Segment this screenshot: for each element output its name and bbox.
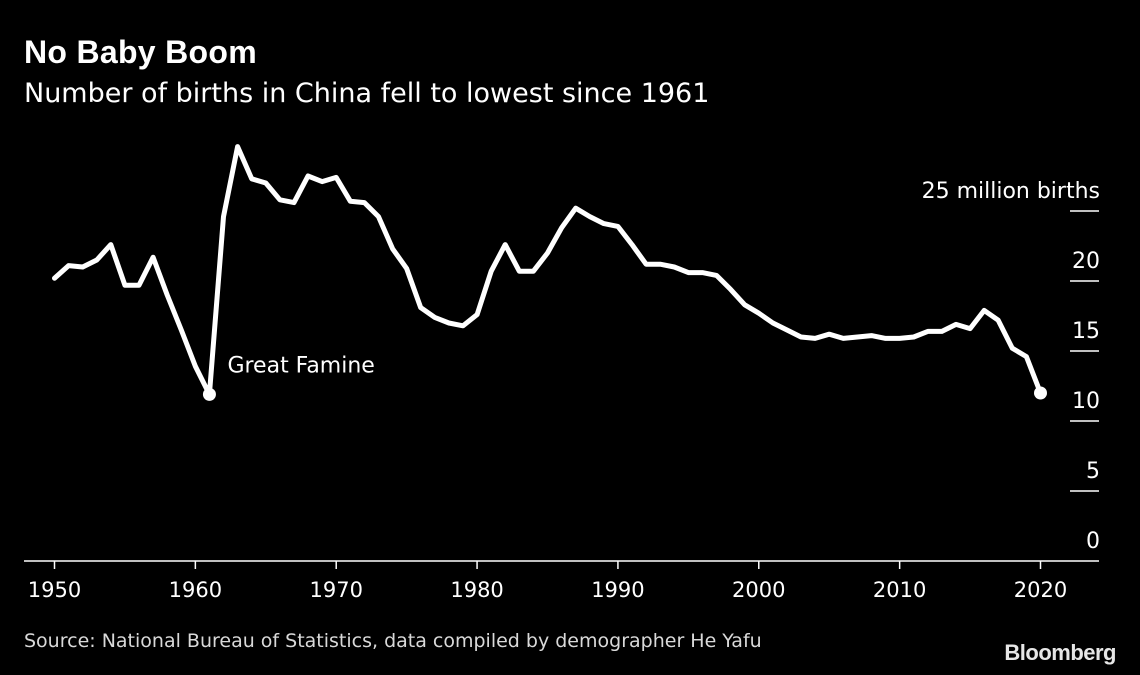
highlight-point xyxy=(1034,386,1047,400)
x-tick-label: 2010 xyxy=(873,578,926,602)
y-tick-label: 5 xyxy=(1086,459,1100,484)
x-axis: 1950 1960 1970 1980 1990 2000 2010 2020 xyxy=(24,560,1099,602)
annotation-great-famine: Great Famine xyxy=(227,353,374,378)
y-tick-label: 10 xyxy=(1072,389,1100,414)
y-tick-label: 20 xyxy=(1072,249,1100,274)
x-tick-label: 2020 xyxy=(1014,578,1067,602)
plot-area: Great Famine xyxy=(52,144,1047,401)
x-tick-label: 1970 xyxy=(309,578,362,602)
y-tick-label: 0 xyxy=(1086,529,1100,554)
y-tick-label: 15 xyxy=(1072,319,1100,344)
highlight-point xyxy=(202,387,216,401)
births-series-line xyxy=(52,144,1043,397)
y-tick-label: 25 million births xyxy=(922,179,1100,204)
x-tick-label: 1960 xyxy=(169,578,222,602)
chart-title: No Baby Boom xyxy=(24,34,257,70)
chart-subtitle: Number of births in China fell to lowest… xyxy=(24,78,710,109)
bloomberg-logo: Bloomberg xyxy=(1004,640,1116,665)
x-tick-label: 2000 xyxy=(732,578,785,602)
x-tick-label: 1980 xyxy=(450,578,503,602)
source-note: Source: National Bureau of Statistics, d… xyxy=(24,630,762,652)
x-tick-label: 1950 xyxy=(28,578,81,602)
y-axis: 0 5 10 15 20 25 million births xyxy=(922,179,1100,554)
x-tick-label: 1990 xyxy=(591,578,644,602)
